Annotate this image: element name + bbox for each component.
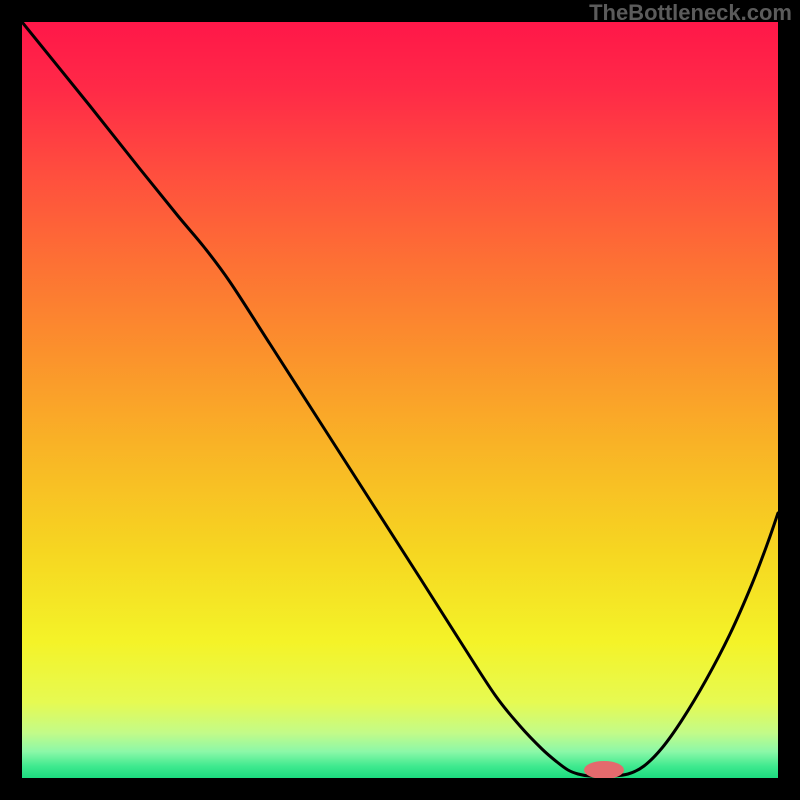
gradient-background: [22, 22, 778, 778]
plot-area: [22, 22, 778, 778]
plot-svg: [22, 22, 778, 778]
watermark-text: TheBottleneck.com: [589, 0, 792, 26]
